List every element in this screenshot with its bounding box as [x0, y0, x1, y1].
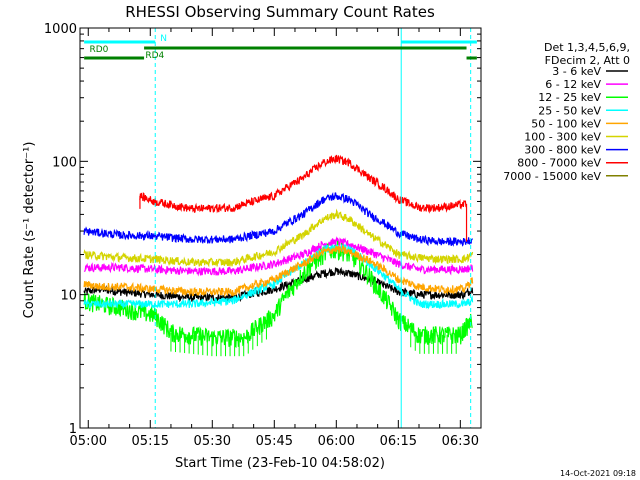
legend-label: 6 - 12 keV: [545, 78, 601, 91]
plot-area: N RD0 RD4: [83, 28, 477, 428]
y-tick-label: 100: [52, 155, 77, 170]
legend-label: 50 - 100 keV: [531, 117, 601, 130]
series-line: [139, 154, 467, 214]
x-axis-label: Start Time (23-Feb-10 04:58:02): [175, 456, 385, 471]
x-tick-label: 06:00: [318, 434, 355, 449]
legend-label: 25 - 50 keV: [538, 104, 601, 117]
series-line: [83, 208, 474, 268]
y-axis-label: Count Rate (s⁻¹ detector⁻¹): [22, 142, 37, 319]
series-line: [83, 236, 474, 277]
legend-header: FDecim 2, Att 0: [545, 54, 630, 67]
footer-timestamp: 14-Oct-2021 09:18: [560, 469, 636, 478]
y-tick-label: 10: [60, 289, 77, 304]
axes: 1 10 100 1000 05:00 05:15 05:30 05:45 06:00 06:15…: [44, 22, 482, 449]
x-tick-label: 05:30: [194, 434, 231, 449]
legend-label: 300 - 800 keV: [524, 144, 601, 157]
x-tick-label: 05:45: [256, 434, 293, 449]
legend: Det 1,3,4,5,6,9,FDecim 2, Att 03 - 6 keV…: [503, 41, 630, 183]
series-line: [83, 244, 474, 310]
series-line: [83, 244, 474, 298]
y-tick-label: 1: [69, 422, 77, 437]
state-bar-label: RD4: [145, 51, 164, 61]
series-line: [83, 191, 474, 247]
plot-frame: [79, 27, 482, 429]
legend-header: Det 1,3,4,5,6,9,: [544, 41, 630, 54]
state-bar-label: RD0: [90, 45, 109, 55]
legend-label: 800 - 7000 keV: [517, 157, 601, 170]
chart-title: RHESSI Observing Summary Count Rates: [125, 3, 435, 21]
x-tick-label: 05:15: [132, 434, 169, 449]
legend-label: 100 - 300 keV: [524, 131, 601, 144]
legend-label: 7000 - 15000 keV: [503, 170, 601, 183]
state-bar-label: N: [160, 34, 167, 44]
x-tick-label: 05:00: [70, 434, 107, 449]
series-line: [83, 240, 473, 349]
legend-label: 12 - 25 keV: [538, 91, 601, 104]
x-tick-label: 06:15: [380, 434, 417, 449]
x-tick-label: 06:30: [442, 434, 479, 449]
y-tick-label: 1000: [44, 22, 77, 37]
legend-label: 3 - 6 keV: [552, 65, 601, 78]
